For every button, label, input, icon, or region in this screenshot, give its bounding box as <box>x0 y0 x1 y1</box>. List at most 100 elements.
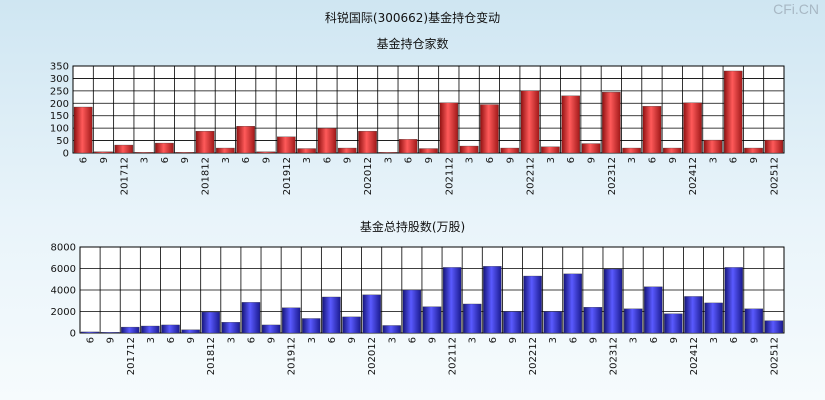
chart2-bar <box>281 307 301 334</box>
chart1-bar <box>764 139 784 154</box>
chart2-ytick-label: 8000 <box>51 243 76 254</box>
chart2-bar <box>684 296 703 334</box>
chart2-bar <box>704 302 723 334</box>
chart2-xtick-label: 202112 <box>448 337 459 375</box>
chart-total-shares: 0 2000 4000 6000 8000 6 9 201712 3 6 9 201812 3 6 9 201… <box>51 243 785 375</box>
chart1-bar <box>723 70 743 154</box>
chart1-bar <box>703 139 723 154</box>
chart2-xtick-label: 9 <box>347 337 358 343</box>
chart1-xtick-label: 9 <box>587 157 598 163</box>
chart2-xtick-label: 201812 <box>206 337 217 375</box>
chart1-xtick-label: 6 <box>566 157 577 163</box>
chart1-xtick-label: 6 <box>160 157 171 163</box>
chart2-bar <box>442 267 462 334</box>
chart1-bar <box>277 136 296 154</box>
chart1-xtick-label: 6 <box>241 157 252 163</box>
chart1-ytick-label: 100 <box>50 124 69 135</box>
chart2-xtick-label: 9 <box>106 337 117 343</box>
chart1-bar <box>480 104 499 154</box>
chart1-bar <box>297 148 316 154</box>
chart2-bar <box>241 302 261 334</box>
chart1-bar <box>94 151 113 154</box>
chart1-bar <box>622 147 641 154</box>
chart2-xtick-label: 3 <box>226 337 237 343</box>
chart1-xtick-label: 3 <box>708 157 719 163</box>
chart2-xtick-label: 9 <box>588 337 599 343</box>
chart2-ytick-label: 0 <box>70 329 76 340</box>
chart1-bar <box>683 102 702 154</box>
chart2-ytick-label: 4000 <box>51 286 76 297</box>
chart1-plot-area <box>72 65 785 154</box>
chart1-ytick-label: 200 <box>50 99 69 110</box>
chart2-xtick-label: 3 <box>387 337 398 343</box>
chart2-bar <box>100 332 120 334</box>
chart1-bar <box>175 152 195 154</box>
chart2-bar <box>764 320 784 334</box>
chart2-bar <box>422 306 442 334</box>
chart1-xtick-label: 9 <box>343 157 354 163</box>
chart2-xtick-label: 202312 <box>609 337 620 375</box>
chart1-ytick-label: 0 <box>63 149 69 160</box>
chart1-bar <box>114 144 134 154</box>
chart1-xtick-label: 9 <box>668 157 679 163</box>
chart1-bar <box>520 90 540 154</box>
chart2-bar <box>744 308 764 334</box>
chart1-bar <box>256 151 276 154</box>
chart1-xtick-label: 3 <box>465 157 476 163</box>
chart2-xtick-label: 202412 <box>689 337 700 375</box>
chart2-xtick-label: 6 <box>166 337 177 343</box>
chart2-xtick-label: 3 <box>709 337 720 343</box>
chart1-ytick-label: 150 <box>50 111 69 122</box>
chart1-ytick-label: 50 <box>56 136 69 147</box>
chart2-bar <box>644 286 663 334</box>
chart1-bar <box>662 147 682 154</box>
chart2-xtick-label: 202512 <box>769 337 780 375</box>
chart1-bar <box>744 147 763 154</box>
chart1-xtick-label: 6 <box>647 157 658 163</box>
chart1-ytick-label: 250 <box>50 86 69 97</box>
chart1-xtick-label: 6 <box>485 157 496 163</box>
chart2-xtick-label: 6 <box>488 337 499 343</box>
chart2-xtick-label: 6 <box>327 337 338 343</box>
chart1-bar <box>378 152 398 154</box>
chart1-xtick-label: 9 <box>424 157 435 163</box>
chart2-title: 基金总持股数(万股) <box>359 220 466 234</box>
chart1-bar <box>317 127 337 154</box>
chart1-bar <box>541 146 560 154</box>
chart1-xtick-label: 6 <box>729 157 740 163</box>
chart2-xtick-label: 9 <box>267 337 278 343</box>
chart1-bar <box>602 91 621 154</box>
chart1-xtick-label: 3 <box>383 157 394 163</box>
chart2-bar <box>221 322 241 334</box>
chart1-xtick-label: 202312 <box>607 157 618 195</box>
chart2-xtick-label: 3 <box>146 337 157 343</box>
chart2-xtick-label: 6 <box>246 337 257 343</box>
main-title: 科锐国际(300662)基金持仓变动 <box>324 11 501 25</box>
chart2-xtick-label: 3 <box>307 337 318 343</box>
chart1-xtick-label: 9 <box>505 157 516 163</box>
chart1-xtick-label: 3 <box>627 157 638 163</box>
chart1-bar <box>581 143 601 154</box>
chart1-bar <box>642 106 662 154</box>
chart2-bar <box>503 311 522 334</box>
chart1-xtick-label: 201912 <box>282 157 293 195</box>
chart1-bar <box>216 147 235 154</box>
chart2-bar <box>302 318 321 334</box>
chart2-bar <box>543 311 562 334</box>
chart1-xtick-label: 201712 <box>119 157 130 195</box>
chart1-xtick-label: 3 <box>302 157 313 163</box>
chart2-ytick-label: 2000 <box>51 307 76 318</box>
chart2-bar <box>563 273 583 334</box>
chart2-xtick-label: 202212 <box>528 337 539 375</box>
chart1-bar <box>419 148 438 154</box>
chart1-bar <box>155 142 174 154</box>
chart1-bar <box>134 152 154 154</box>
chart2-bar <box>463 303 482 334</box>
chart2-bar <box>483 266 502 334</box>
chart1-bar <box>500 147 520 154</box>
chart2-xtick-label: 6 <box>649 337 660 343</box>
chart2-bar <box>80 331 100 334</box>
chart2-xtick-label: 6 <box>568 337 579 343</box>
